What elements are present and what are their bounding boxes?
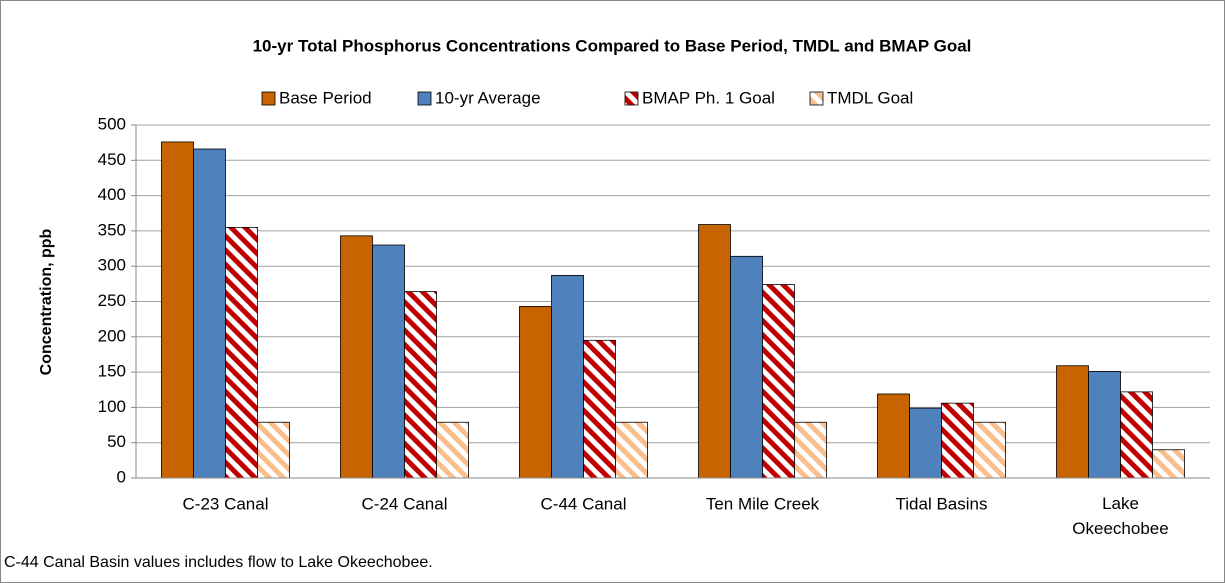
y-tick-label: 50 xyxy=(107,432,126,451)
y-tick-label: 300 xyxy=(98,256,126,275)
y-axis-label: Concentration, ppb xyxy=(38,228,55,375)
legend-swatch xyxy=(417,91,432,106)
bar xyxy=(877,393,910,479)
bar xyxy=(1056,365,1089,479)
bar xyxy=(973,421,1006,479)
bar xyxy=(193,148,226,479)
x-tick-label: C-24 Canal xyxy=(362,494,448,513)
x-tick-label: C-23 Canal xyxy=(183,494,269,513)
y-tick-label: 400 xyxy=(98,185,126,204)
y-tick-label: 0 xyxy=(117,467,126,486)
legend-label: 10-yr Average xyxy=(435,88,541,107)
bar xyxy=(762,284,795,479)
bar xyxy=(794,421,827,479)
legend-swatch xyxy=(809,91,824,106)
bar xyxy=(1120,391,1153,479)
legend-swatch xyxy=(624,91,639,106)
bar xyxy=(519,306,552,479)
footnote: C-44 Canal Basin values includes flow to… xyxy=(4,554,433,571)
legend-label: BMAP Ph. 1 Goal xyxy=(642,88,775,107)
legend-label: TMDL Goal xyxy=(827,88,913,107)
legend-swatch xyxy=(261,91,276,106)
x-tick-label: Ten Mile Creek xyxy=(706,494,820,513)
bar xyxy=(909,407,942,479)
bar xyxy=(225,226,258,479)
y-tick-label: 450 xyxy=(98,150,126,169)
bar xyxy=(583,339,616,479)
bar xyxy=(161,141,194,479)
bar xyxy=(1152,449,1185,479)
bar xyxy=(372,244,405,479)
bar xyxy=(1088,370,1121,479)
bar xyxy=(698,224,731,479)
bar xyxy=(615,421,648,479)
chart-title: 10-yr Total Phosphorus Concentrations Co… xyxy=(253,36,972,55)
bar xyxy=(404,291,437,479)
bar xyxy=(551,274,584,479)
y-tick-label: 100 xyxy=(98,397,126,416)
x-tick-label: C-44 Canal xyxy=(541,494,627,513)
y-tick-label: 500 xyxy=(98,114,126,133)
bar xyxy=(436,421,469,479)
bar xyxy=(340,235,373,479)
bar xyxy=(941,402,974,479)
y-tick-label: 200 xyxy=(98,326,126,345)
bar xyxy=(730,255,763,479)
bar xyxy=(257,421,290,479)
y-tick-label: 150 xyxy=(98,362,126,381)
y-tick-label: 350 xyxy=(98,220,126,239)
y-tick-label: 250 xyxy=(98,291,126,310)
x-tick-label: Tidal Basins xyxy=(896,494,988,513)
x-tick-label: Lake Okeechobee xyxy=(1072,494,1168,538)
legend-label: Base Period xyxy=(279,88,372,107)
